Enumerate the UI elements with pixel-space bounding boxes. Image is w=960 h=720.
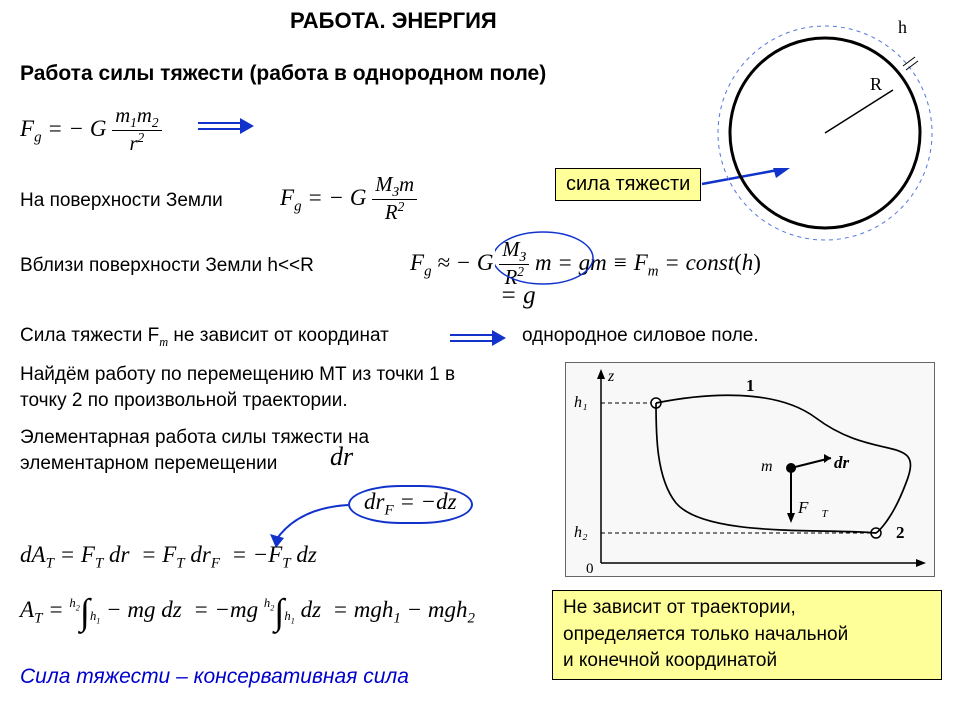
trajectory-diagram: z 0 h₁ h₂ 1 2 m dr⃗ F⃗T (565, 362, 935, 577)
text-conservative: Сила тяжести – консервативная сила (20, 665, 409, 689)
arrow-icon (196, 116, 256, 136)
svg-text:F⃗T: F⃗T (797, 498, 829, 520)
arrow-icon (448, 328, 508, 348)
svg-text:z: z (607, 368, 615, 385)
circle-annotation (495, 230, 605, 290)
svg-text:h: h (898, 18, 907, 37)
gravity-label-box: сила тяжести (555, 168, 701, 201)
svg-text:dr⃗: dr⃗ (834, 453, 862, 472)
text-near-surface: Вблизи поверхности Земли h<<R (20, 255, 314, 277)
earth-circle-diagram: R h (715, 18, 945, 248)
page-title: РАБОТА. ЭНЕРГИЯ (290, 8, 497, 34)
formula-AT-integral: AT = h2 ∫ h1 − mg dz = −mg h2 ∫ h1 dz = … (20, 590, 475, 633)
section-subtitle: Работа силы тяжести (работа в однородном… (20, 62, 546, 86)
text-independent: Сила тяжести Fт не зависит от координат (20, 325, 389, 350)
formula-fg-general: Fg = − G m1m2r2 (20, 106, 162, 156)
svg-text:m: m (761, 458, 773, 475)
text-uniform-field: однородное силовое поле. (522, 325, 759, 347)
independent-trajectory-box: Не зависит от траектории, определяется т… (552, 590, 942, 680)
formula-dAT: dAT = FT dr = FT drF = −FT dz (20, 542, 317, 573)
svg-text:R: R (870, 74, 882, 94)
svg-text:0: 0 (586, 561, 594, 577)
formula-drf: drF = −dz (348, 485, 473, 524)
text-surface: На поверхности Земли (20, 190, 223, 212)
svg-text:1: 1 (746, 376, 755, 395)
svg-text:h₂: h₂ (574, 524, 588, 541)
formula-fg-surface: Fg = − G MЗmR2 (280, 175, 417, 225)
formula-dr: dr (330, 442, 353, 472)
text-find-work: Найдём работу по перемещению МТ из точки… (20, 362, 455, 413)
text-elementary-work: Элементарная работа силы тяжести на элем… (20, 425, 369, 476)
svg-text:2: 2 (896, 523, 905, 542)
svg-text:h₁: h₁ (574, 394, 588, 411)
